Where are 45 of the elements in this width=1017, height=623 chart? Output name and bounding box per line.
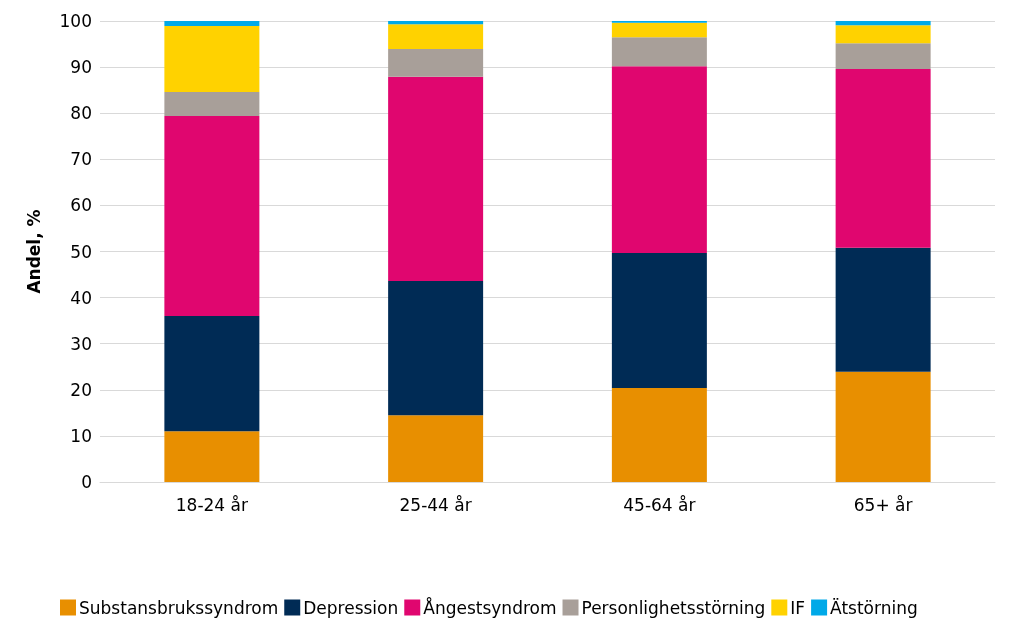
x-tick-label: 65+ år <box>853 494 913 515</box>
bar <box>611 37 707 67</box>
bar <box>611 66 707 253</box>
y-axis-title: Andel, % <box>23 209 44 294</box>
bar <box>835 371 931 482</box>
bar <box>164 316 260 432</box>
bar <box>835 247 931 372</box>
legend-label: Substansbrukssyndrom <box>79 597 279 618</box>
legend-label: Personlighetsstörning <box>581 597 766 618</box>
bar <box>388 49 484 77</box>
bar <box>835 68 931 248</box>
bar <box>164 21 260 27</box>
y-tick-label: 30 <box>70 333 92 354</box>
y-tick-label: 0 <box>81 472 92 492</box>
bar <box>388 281 484 416</box>
bar <box>164 115 260 317</box>
bar <box>388 21 484 25</box>
bar <box>835 21 931 26</box>
x-tick-label: 45-64 år <box>623 494 696 515</box>
y-tick-label: 100 <box>59 11 92 31</box>
bar <box>388 76 484 281</box>
bar <box>164 91 260 116</box>
y-tick-label: 10 <box>70 425 92 446</box>
y-tick-label: 90 <box>70 57 92 78</box>
y-tick-label: 40 <box>70 287 92 308</box>
bar <box>611 387 707 482</box>
legend-label: IF <box>790 597 806 618</box>
legend-label: Ångestsyndrom <box>423 596 557 618</box>
y-tick-label: 20 <box>70 379 92 400</box>
bar <box>835 25 931 44</box>
y-tick-label: 80 <box>70 103 92 124</box>
bar <box>835 43 931 69</box>
y-tick-label: 60 <box>70 195 92 216</box>
y-tick-label: 70 <box>70 149 92 170</box>
bar <box>388 415 484 482</box>
bar <box>164 26 260 92</box>
y-tick-label: 50 <box>70 241 92 262</box>
bar <box>611 22 707 38</box>
bar <box>388 24 484 50</box>
legend-label: Ätstörning <box>830 597 918 618</box>
x-tick-label: 25-44 år <box>399 494 472 515</box>
bar <box>164 431 260 482</box>
legend-label: Depression <box>303 597 399 618</box>
bar <box>611 252 707 388</box>
x-tick-label: 18-24 år <box>175 494 248 515</box>
